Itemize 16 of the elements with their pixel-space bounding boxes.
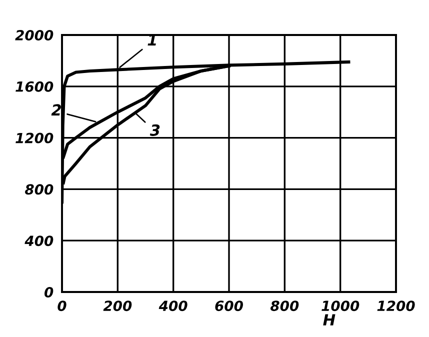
y-tick-label: 400 xyxy=(24,236,54,246)
x-tick-label: 1200 xyxy=(377,300,415,312)
x-tick-label: 800 xyxy=(270,300,299,312)
y-tick-label: 0 xyxy=(44,286,54,298)
x-axis-title: H xyxy=(323,314,336,326)
annotation: 3 xyxy=(150,124,160,136)
x-tick-label: 0 xyxy=(58,300,66,312)
y-tick-label: 1200 xyxy=(16,132,54,144)
y-tick-label: 800 xyxy=(24,184,54,195)
x-tick-label: 200 xyxy=(103,300,132,312)
y-tick-label: 2000 xyxy=(15,30,54,40)
x-tick-label: 1000 xyxy=(322,300,360,312)
y-tick-label: 1600 xyxy=(16,81,54,92)
x-tick-label: 600 xyxy=(215,300,243,312)
annotation: 2 xyxy=(51,104,61,116)
x-tick-label: 400 xyxy=(158,300,188,312)
